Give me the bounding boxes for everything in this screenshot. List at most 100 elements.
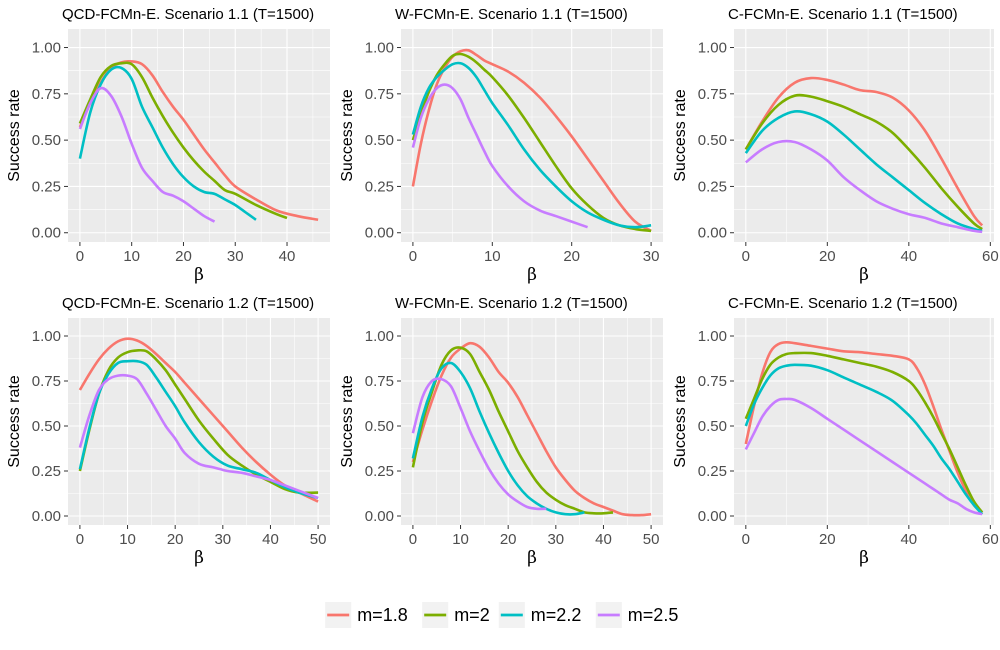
legend-item-m-2-5: m=2.5	[595, 602, 679, 628]
x-tick-label: 40	[279, 248, 296, 265]
chart-panel-6: 0.00 0.25 0.50 0.75 1.00 0 20 40 60 C-FCMn-E. Sce…	[672, 295, 999, 568]
y-tick-label: 0.00	[32, 225, 61, 242]
series-line-m-2	[744, 93, 983, 231]
series-line-m-2-2	[744, 109, 983, 233]
series-line-m-1-8	[411, 341, 652, 517]
y-tick-label: 0.25	[365, 463, 394, 480]
series-line-m-2-2	[78, 65, 257, 221]
x-axis-label: β	[194, 265, 204, 285]
legend-item-m-2-2: m=2.2	[498, 602, 582, 628]
x-tick-label: 0	[742, 248, 750, 265]
series-line-m-2-2	[744, 363, 984, 516]
legend-item-m-1-8: m=1.8	[325, 602, 408, 628]
legend-label: m=2.5	[628, 605, 679, 625]
x-tick-label: 10	[484, 248, 501, 265]
y-tick-label: 0.50	[698, 418, 727, 435]
series-line-m-2-5	[411, 83, 589, 229]
series-group	[744, 76, 984, 234]
series-line-m-2-5	[411, 377, 547, 511]
series-line-m-2	[78, 61, 288, 220]
x-tick-label: 50	[643, 531, 660, 548]
panel-title: C-FCMn-E. Scenario 1.1 (T=1500)	[728, 6, 958, 23]
legend-label: m=2.2	[531, 605, 582, 625]
y-tick-label: 1.00	[698, 328, 727, 345]
y-tick-label: 0.00	[698, 508, 727, 525]
y-tick-label: 1.00	[365, 40, 394, 57]
series-line-m-2	[744, 351, 984, 514]
y-tick-label: 0.50	[32, 132, 61, 149]
y-tick-label: 0.50	[32, 418, 61, 435]
series-line-m-1-8	[78, 59, 319, 222]
series-line-m-2	[411, 346, 614, 515]
y-axis-label: Success rate	[6, 375, 23, 468]
y-tick-label: 0.75	[698, 86, 727, 103]
y-tick-label: 0.25	[365, 178, 394, 195]
x-tick-label: 10	[123, 248, 140, 265]
x-tick-label: 20	[175, 248, 192, 265]
x-tick-label: 0	[409, 531, 417, 548]
panel-background	[734, 29, 994, 242]
series-line-m-2-5	[744, 397, 983, 516]
x-tick-label: 30	[227, 248, 244, 265]
y-axis-label: Success rate	[672, 89, 689, 182]
y-tick-label: 0.25	[698, 463, 727, 480]
panel-title: QCD-FCMn-E. Scenario 1.1 (T=1500)	[62, 6, 314, 23]
x-tick-label: 40	[262, 531, 279, 548]
y-tick-label: 1.00	[698, 40, 727, 57]
x-tick-label: 0	[76, 531, 84, 548]
y-tick-label: 0.75	[365, 86, 394, 103]
x-axis-label: β	[859, 548, 869, 568]
y-axis-label: Success rate	[339, 375, 356, 468]
y-tick-label: 0.75	[698, 373, 727, 390]
legend-label: m=1.8	[357, 605, 408, 625]
x-axis-label: β	[527, 548, 537, 568]
y-tick-label: 0.25	[32, 463, 61, 480]
y-tick-label: 0.00	[365, 508, 394, 525]
x-tick-label: 60	[982, 531, 999, 548]
x-tick-label: 10	[119, 531, 136, 548]
chart-panel-3: 0.00 0.25 0.50 0.75 1.00 0 20 40 60 C-FCMn-E. Sce…	[672, 6, 999, 285]
panel-title: W-FCMn-E. Scenario 1.1 (T=1500)	[395, 6, 628, 23]
panel-title: QCD-FCMn-E. Scenario 1.2 (T=1500)	[62, 295, 314, 312]
x-tick-label: 20	[819, 531, 836, 548]
chart-panel-1: 0.00 0.25 0.50 0.75 1.00 0 10 20 30 40 QCD-FCMn-E.…	[6, 6, 330, 285]
x-tick-label: 30	[547, 531, 564, 548]
x-tick-label: 20	[167, 531, 184, 548]
y-tick-label: 0.75	[365, 373, 394, 390]
series-group	[78, 337, 319, 503]
y-tick-label: 0.00	[698, 225, 727, 242]
x-axis-label: β	[859, 265, 869, 285]
y-tick-label: 0.75	[32, 373, 61, 390]
y-tick-label: 0.25	[698, 178, 727, 195]
series-line-m-1-8	[78, 337, 319, 503]
y-axis-label: Success rate	[672, 375, 689, 468]
x-tick-label: 10	[452, 531, 469, 548]
series-line-m-2-5	[745, 139, 983, 234]
y-axis-label: Success rate	[6, 89, 23, 182]
x-tick-label: 40	[900, 248, 917, 265]
x-axis-label: β	[527, 265, 537, 285]
series-line-m-2-5	[78, 86, 216, 223]
panel-title: W-FCMn-E. Scenario 1.2 (T=1500)	[395, 295, 628, 312]
x-tick-label: 40	[900, 531, 917, 548]
y-tick-label: 1.00	[365, 328, 394, 345]
series-line-m-2-2	[411, 61, 652, 229]
y-tick-label: 0.50	[365, 132, 394, 149]
series-group	[78, 59, 319, 223]
x-tick-label: 20	[563, 248, 580, 265]
series-group	[411, 341, 652, 517]
series-line-m-1-8	[744, 76, 984, 227]
y-tick-label: 1.00	[32, 328, 61, 345]
panels-container: 0.00 0.25 0.50 0.75 1.00 0 10 20 30 40 QCD-FCMn-E.…	[6, 6, 999, 568]
x-tick-label: 50	[310, 531, 327, 548]
x-tick-label: 0	[409, 248, 417, 265]
x-tick-label: 20	[500, 531, 517, 548]
chart-panel-2: 0.00 0.25 0.50 0.75 1.00 0 10 20 30 W-FCMn-E. Sce…	[339, 6, 663, 285]
panel-title: C-FCMn-E. Scenario 1.2 (T=1500)	[728, 295, 958, 312]
x-tick-label: 30	[643, 248, 660, 265]
series-line-m-1-8	[411, 48, 652, 233]
x-tick-label: 0	[742, 531, 750, 548]
x-axis-label: β	[194, 548, 204, 568]
series-group	[744, 340, 984, 516]
